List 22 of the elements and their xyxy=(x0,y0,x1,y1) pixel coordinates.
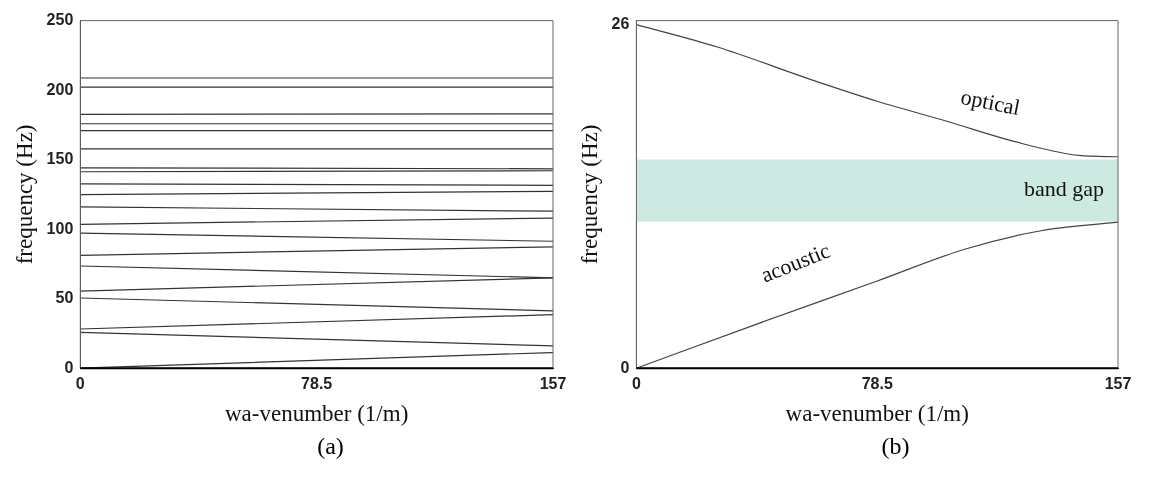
y-axis-title: frequency (Hz) xyxy=(576,124,602,265)
x-axis-title: wa-venumber (1/m) xyxy=(225,401,409,427)
y-axis-title: frequency (Hz) xyxy=(11,124,37,265)
band-label: band gap xyxy=(1023,176,1104,202)
x-tick-label: 78.5 xyxy=(861,375,893,393)
y-tick-label: 50 xyxy=(55,289,74,307)
x-tick-label: 157 xyxy=(1104,375,1132,393)
x-axis-title: wa-venumber (1/m) xyxy=(785,401,969,427)
x-tick-label: 78.5 xyxy=(301,375,333,393)
x-tick-label: 0 xyxy=(631,375,641,393)
text: (a) xyxy=(316,433,345,460)
y-tick-label: 100 xyxy=(46,219,74,237)
y-tick-label: 26 xyxy=(611,14,630,32)
annotation: acoustic xyxy=(757,237,834,288)
y-tick-label: 0 xyxy=(64,358,74,376)
annotation: optical xyxy=(958,83,1023,121)
y-tick-label: 250 xyxy=(46,11,74,29)
y-tick-label: 200 xyxy=(46,80,74,98)
x-tick-label: 157 xyxy=(539,375,567,393)
x-tick-label: 0 xyxy=(75,375,85,393)
y-tick-label: 150 xyxy=(46,150,74,168)
text: (b) xyxy=(880,433,911,460)
